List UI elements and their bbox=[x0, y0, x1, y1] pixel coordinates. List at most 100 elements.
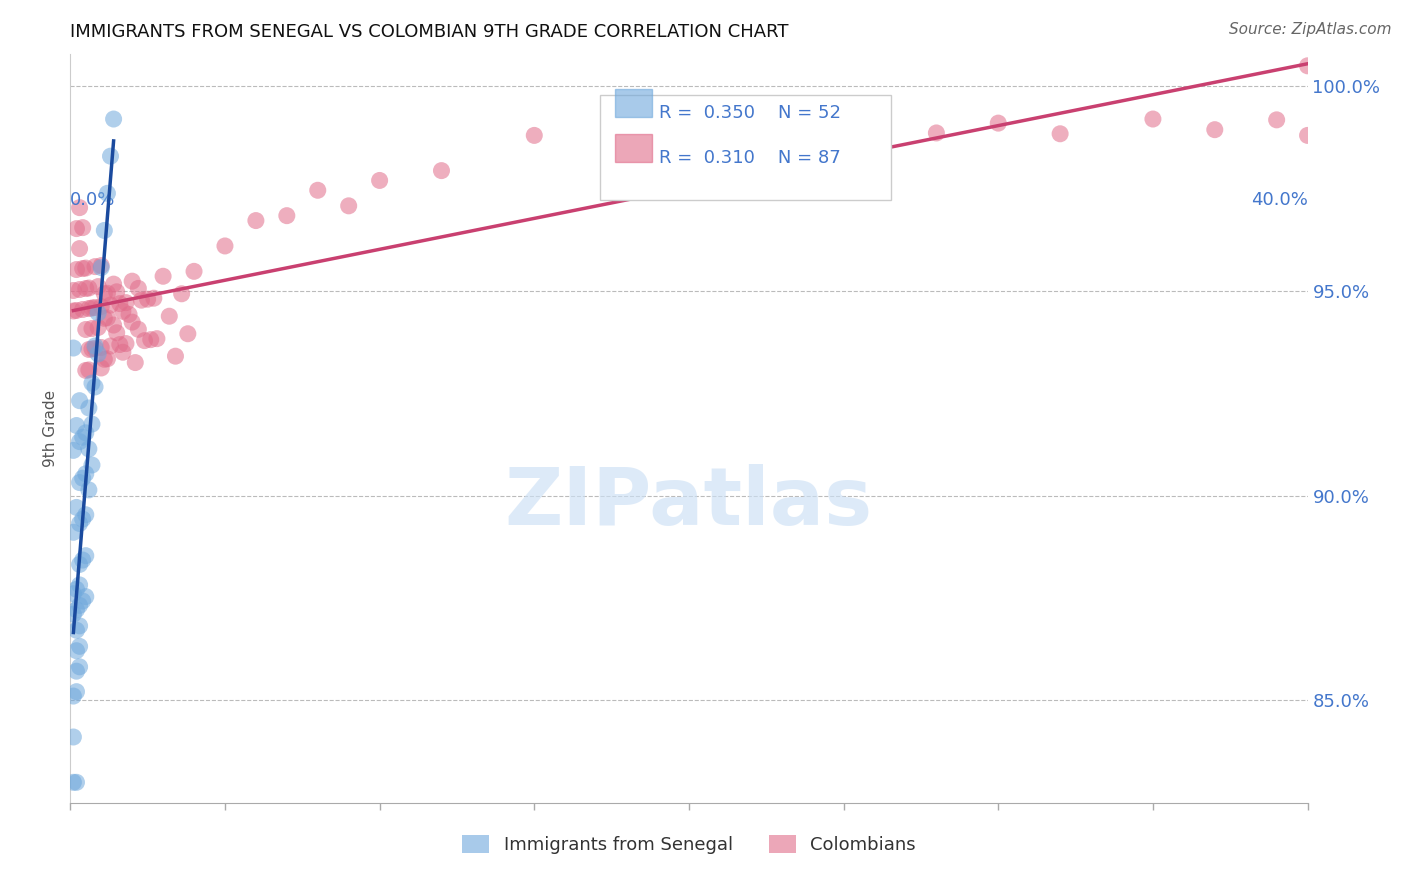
Point bbox=[87, 279, 110, 293]
Point bbox=[75, 467, 97, 481]
Point bbox=[65, 582, 87, 597]
Point bbox=[90, 341, 112, 355]
Point bbox=[136, 292, 159, 306]
Point bbox=[65, 603, 87, 617]
Point bbox=[111, 345, 134, 359]
Point bbox=[368, 173, 391, 187]
Text: ZIPatlas: ZIPatlas bbox=[505, 464, 873, 542]
Point bbox=[93, 223, 115, 237]
Point bbox=[100, 149, 122, 163]
Point bbox=[75, 549, 97, 563]
Point bbox=[62, 775, 84, 789]
Point bbox=[337, 199, 360, 213]
Point bbox=[72, 430, 94, 444]
Point bbox=[134, 334, 156, 348]
Point bbox=[105, 326, 128, 340]
Point bbox=[69, 516, 91, 531]
Point bbox=[832, 120, 855, 135]
Point bbox=[69, 283, 91, 297]
Point bbox=[62, 304, 84, 318]
Point bbox=[115, 336, 138, 351]
Point bbox=[75, 281, 97, 295]
Point bbox=[65, 418, 87, 433]
Point bbox=[183, 264, 205, 278]
Point bbox=[142, 291, 165, 305]
Point bbox=[62, 341, 84, 355]
Point bbox=[103, 318, 125, 332]
Point bbox=[84, 380, 107, 394]
Point bbox=[1296, 59, 1319, 73]
Point bbox=[93, 311, 115, 326]
Point bbox=[62, 443, 84, 458]
Point bbox=[80, 301, 103, 315]
Point bbox=[103, 112, 125, 126]
Point bbox=[108, 296, 131, 310]
Point bbox=[1204, 122, 1226, 136]
Point bbox=[96, 286, 118, 301]
Point bbox=[69, 599, 91, 613]
Point bbox=[75, 322, 97, 336]
Point bbox=[90, 361, 112, 376]
Point bbox=[72, 594, 94, 608]
Point bbox=[1296, 128, 1319, 143]
Point bbox=[77, 483, 100, 497]
Point bbox=[108, 337, 131, 351]
Point bbox=[139, 333, 162, 347]
Point bbox=[1049, 127, 1071, 141]
Point bbox=[245, 213, 267, 227]
Point bbox=[65, 624, 87, 638]
Point bbox=[90, 300, 112, 314]
Point bbox=[72, 553, 94, 567]
Point bbox=[65, 262, 87, 277]
Point bbox=[100, 298, 122, 312]
Point bbox=[65, 684, 87, 698]
Point bbox=[65, 221, 87, 235]
Text: 0.0%: 0.0% bbox=[70, 192, 115, 210]
Point bbox=[616, 113, 638, 128]
Point bbox=[69, 393, 91, 408]
Point bbox=[430, 163, 453, 178]
FancyBboxPatch shape bbox=[614, 88, 652, 117]
Point bbox=[69, 558, 91, 572]
Point bbox=[740, 114, 762, 128]
Point bbox=[62, 689, 84, 703]
Point bbox=[84, 339, 107, 353]
Point bbox=[65, 500, 87, 515]
Text: Source: ZipAtlas.com: Source: ZipAtlas.com bbox=[1229, 22, 1392, 37]
Point bbox=[65, 775, 87, 789]
Point bbox=[105, 285, 128, 299]
Point bbox=[103, 277, 125, 292]
Point bbox=[77, 343, 100, 357]
Point bbox=[214, 239, 236, 253]
Point bbox=[75, 363, 97, 377]
Point bbox=[96, 351, 118, 366]
Point bbox=[152, 269, 174, 284]
Point bbox=[69, 475, 91, 490]
Point bbox=[90, 259, 112, 273]
Point bbox=[100, 339, 122, 353]
Legend: Immigrants from Senegal, Colombians: Immigrants from Senegal, Colombians bbox=[454, 828, 924, 861]
Point bbox=[93, 286, 115, 301]
Point bbox=[121, 315, 143, 329]
Text: R =  0.310    N = 87: R = 0.310 N = 87 bbox=[659, 149, 841, 167]
Point bbox=[69, 578, 91, 592]
Point bbox=[87, 306, 110, 320]
Point bbox=[69, 201, 91, 215]
Point bbox=[87, 320, 110, 334]
Point bbox=[925, 126, 948, 140]
Point bbox=[72, 512, 94, 526]
FancyBboxPatch shape bbox=[600, 95, 890, 200]
Point bbox=[165, 349, 187, 363]
Point bbox=[127, 322, 149, 336]
Point bbox=[987, 116, 1010, 130]
Point bbox=[65, 303, 87, 318]
Point bbox=[127, 281, 149, 295]
Point bbox=[75, 590, 97, 604]
Point bbox=[77, 442, 100, 456]
Point bbox=[1265, 112, 1288, 127]
Point bbox=[276, 209, 298, 223]
Text: R =  0.350    N = 52: R = 0.350 N = 52 bbox=[659, 103, 841, 121]
Point bbox=[62, 587, 84, 601]
Point bbox=[69, 640, 91, 654]
Point bbox=[96, 186, 118, 201]
